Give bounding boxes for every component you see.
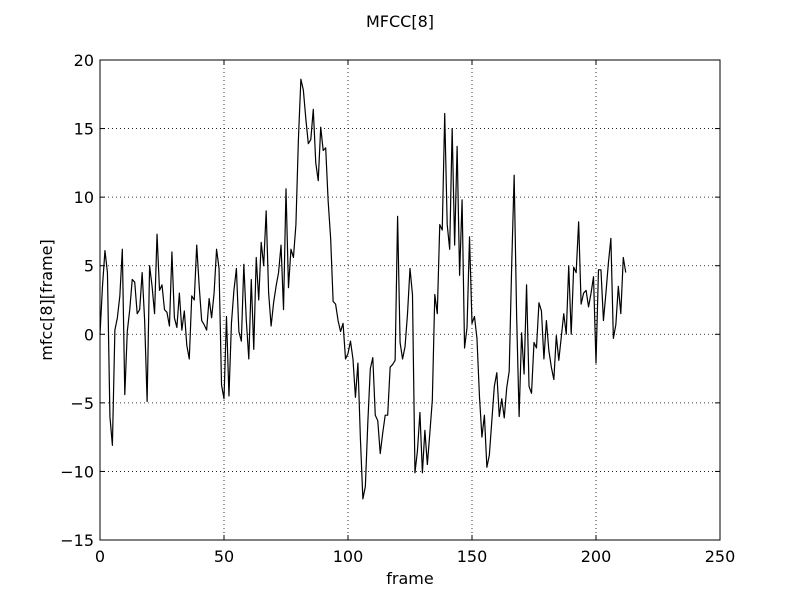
y-tick-label: 15	[74, 120, 94, 139]
tick-labels: 0 50 100 150 200 250 −15 −10 −5 0 5 10 15 20	[60, 51, 735, 566]
y-tick-label: −10	[60, 462, 94, 481]
x-tick-label: 100	[333, 547, 364, 566]
x-tick-label: 50	[214, 547, 234, 566]
y-tick-label: 0	[84, 325, 94, 344]
x-tick-label: 200	[581, 547, 612, 566]
x-axis-label: frame	[386, 569, 433, 588]
x-tick-label: 250	[705, 547, 736, 566]
plot-area-frame	[99, 59, 721, 541]
grid-lines	[100, 60, 720, 540]
y-tick-label: 20	[74, 51, 94, 70]
y-tick-label: −15	[60, 531, 94, 550]
y-tick-label: 10	[74, 188, 94, 207]
y-tick-label: 5	[84, 257, 94, 276]
y-axis-label: mfcc[8][frame]	[37, 239, 56, 360]
x-tick-label: 0	[95, 547, 105, 566]
x-tick-label: 150	[457, 547, 488, 566]
y-tick-label: −5	[70, 394, 94, 413]
series-line	[99, 78, 627, 500]
chart-title: MFCC[8]	[366, 12, 434, 31]
